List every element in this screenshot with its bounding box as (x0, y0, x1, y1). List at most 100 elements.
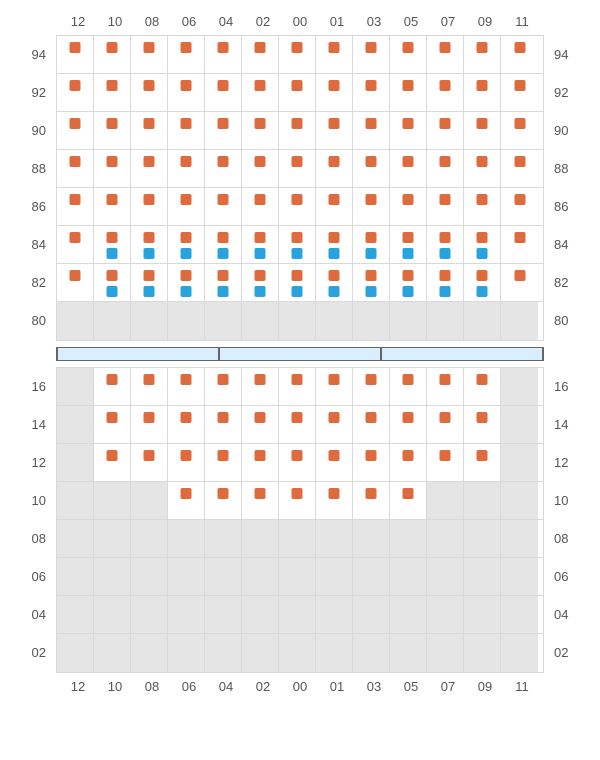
seat-cell[interactable] (390, 36, 427, 73)
seat-cell[interactable] (501, 188, 538, 225)
seat-cell[interactable] (57, 188, 94, 225)
seat-cell[interactable] (94, 264, 131, 301)
seat-cell[interactable] (464, 406, 501, 443)
seat-cell[interactable] (316, 482, 353, 519)
seat-cell[interactable] (316, 150, 353, 187)
seat-cell[interactable] (57, 226, 94, 263)
seat-cell[interactable] (316, 74, 353, 111)
seat-cell[interactable] (279, 188, 316, 225)
seat-cell[interactable] (242, 36, 279, 73)
seat-cell[interactable] (205, 406, 242, 443)
seat-cell[interactable] (464, 368, 501, 405)
seat-cell[interactable] (242, 188, 279, 225)
seat-cell[interactable] (501, 150, 538, 187)
seat-cell[interactable] (427, 74, 464, 111)
seat-cell[interactable] (390, 444, 427, 481)
seat-cell[interactable] (205, 74, 242, 111)
seat-cell[interactable] (353, 406, 390, 443)
seat-cell[interactable] (242, 482, 279, 519)
seat-cell[interactable] (205, 36, 242, 73)
seat-cell[interactable] (131, 406, 168, 443)
seat-cell[interactable] (131, 112, 168, 149)
seat-cell[interactable] (168, 482, 205, 519)
seat-cell[interactable] (316, 368, 353, 405)
seat-cell[interactable] (501, 264, 538, 301)
seat-cell[interactable] (168, 226, 205, 263)
seat-cell[interactable] (427, 36, 464, 73)
seat-cell[interactable] (131, 150, 168, 187)
seat-cell[interactable] (57, 150, 94, 187)
seat-cell[interactable] (94, 74, 131, 111)
seat-cell[interactable] (57, 74, 94, 111)
seat-cell[interactable] (316, 36, 353, 73)
seat-cell[interactable] (279, 74, 316, 111)
seat-cell[interactable] (94, 444, 131, 481)
seat-cell[interactable] (279, 226, 316, 263)
seat-cell[interactable] (353, 112, 390, 149)
seat-cell[interactable] (427, 188, 464, 225)
seat-cell[interactable] (279, 368, 316, 405)
seat-cell[interactable] (427, 112, 464, 149)
seat-cell[interactable] (168, 36, 205, 73)
seat-cell[interactable] (353, 368, 390, 405)
seat-cell[interactable] (464, 226, 501, 263)
seat-cell[interactable] (205, 444, 242, 481)
seat-cell[interactable] (279, 264, 316, 301)
seat-cell[interactable] (168, 112, 205, 149)
seat-cell[interactable] (353, 264, 390, 301)
seat-cell[interactable] (205, 150, 242, 187)
seat-cell[interactable] (464, 112, 501, 149)
seat-cell[interactable] (353, 188, 390, 225)
seat-cell[interactable] (464, 150, 501, 187)
seat-cell[interactable] (168, 264, 205, 301)
seat-cell[interactable] (390, 188, 427, 225)
seat-cell[interactable] (131, 368, 168, 405)
seat-cell[interactable] (205, 112, 242, 149)
seat-cell[interactable] (242, 444, 279, 481)
seat-cell[interactable] (57, 36, 94, 73)
seat-cell[interactable] (464, 444, 501, 481)
seat-cell[interactable] (353, 150, 390, 187)
seat-cell[interactable] (501, 36, 538, 73)
seat-cell[interactable] (353, 226, 390, 263)
seat-cell[interactable] (94, 226, 131, 263)
seat-cell[interactable] (205, 482, 242, 519)
seat-cell[interactable] (242, 406, 279, 443)
seat-cell[interactable] (316, 188, 353, 225)
seat-cell[interactable] (427, 406, 464, 443)
seat-cell[interactable] (501, 226, 538, 263)
seat-cell[interactable] (242, 150, 279, 187)
seat-cell[interactable] (242, 74, 279, 111)
seat-cell[interactable] (464, 74, 501, 111)
seat-cell[interactable] (279, 406, 316, 443)
seat-cell[interactable] (353, 74, 390, 111)
seat-cell[interactable] (131, 264, 168, 301)
seat-cell[interactable] (390, 264, 427, 301)
seat-cell[interactable] (279, 112, 316, 149)
seat-cell[interactable] (390, 482, 427, 519)
seat-cell[interactable] (131, 74, 168, 111)
seat-cell[interactable] (168, 188, 205, 225)
seat-cell[interactable] (390, 74, 427, 111)
seat-cell[interactable] (353, 482, 390, 519)
seat-cell[interactable] (390, 226, 427, 263)
seat-cell[interactable] (464, 264, 501, 301)
seat-cell[interactable] (131, 188, 168, 225)
seat-cell[interactable] (353, 444, 390, 481)
seat-cell[interactable] (131, 444, 168, 481)
seat-cell[interactable] (464, 188, 501, 225)
seat-cell[interactable] (390, 368, 427, 405)
seat-cell[interactable] (94, 368, 131, 405)
seat-cell[interactable] (316, 444, 353, 481)
seat-cell[interactable] (279, 482, 316, 519)
seat-cell[interactable] (94, 112, 131, 149)
seat-cell[interactable] (316, 112, 353, 149)
seat-cell[interactable] (464, 36, 501, 73)
seat-cell[interactable] (279, 444, 316, 481)
seat-cell[interactable] (279, 150, 316, 187)
seat-cell[interactable] (390, 406, 427, 443)
seat-cell[interactable] (168, 150, 205, 187)
seat-cell[interactable] (390, 112, 427, 149)
seat-cell[interactable] (427, 264, 464, 301)
seat-cell[interactable] (316, 226, 353, 263)
